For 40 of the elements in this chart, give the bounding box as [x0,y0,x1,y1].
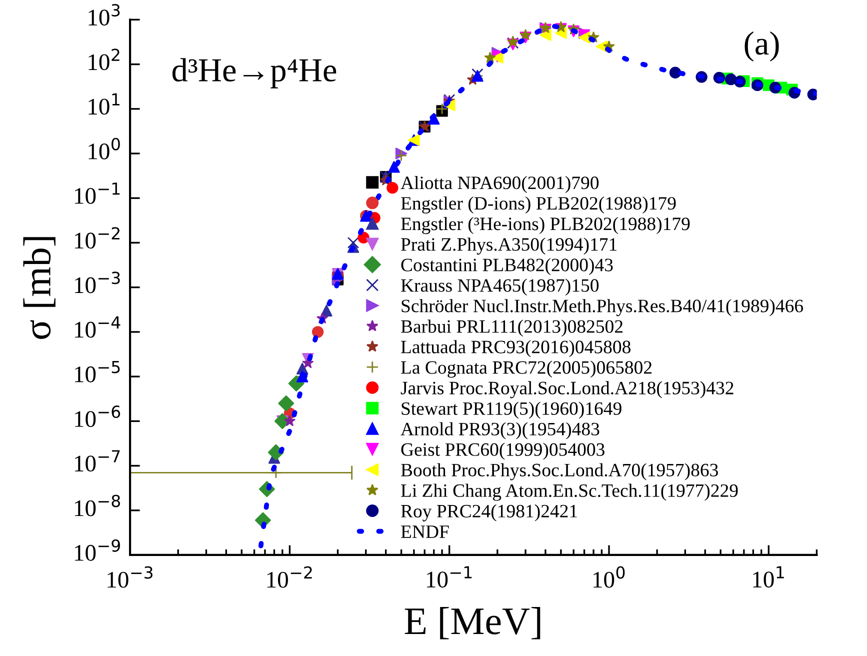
legend-label: Li Zhi Chang Atom.En.Sc.Tech.11(1977)229 [401,484,738,501]
legend-label: Aliotta NPA690(2001)790 [400,176,599,193]
y-tick-label: 10$^{−2}$ [75,227,120,249]
y-tick-label: 10$^{3}$ [88,4,120,26]
y-tick-label: 10$^{1}$ [88,93,120,115]
x-axis-title: E [MeV] [404,607,540,640]
legend-label: Arnold PR93(3)(1954)483 [400,422,600,440]
x-tick-label: 10$^{−1}$ [426,566,472,588]
legend-label: Engstler (D-ions) PLB202(1988)179 [401,196,676,214]
y-tick-label: 10$^{−9}$ [75,539,120,561]
y-tick-label: 10$^{−8}$ [75,494,120,516]
x-tick-label: 10$^{−2}$ [267,566,312,588]
legend-label: Barbui PRL111(2013)082502 [401,320,623,337]
legend-label: Booth Proc.Phys.Soc.Lond.A70(1957)863 [401,463,718,480]
x-tick-label: 10$^{−3}$ [108,566,152,588]
y-tick-label: 10$^{2}$ [88,48,120,70]
legend-label: Geist PRC60(1999)054003 [401,442,604,460]
y-axis-title: σ [mb] [23,237,56,339]
legend-label: La Cognata PRC72(2005)065802 [401,360,652,378]
y-tick-label: 10$^{−5}$ [75,361,120,382]
legend-label: Costantini PLB482(2000)43 [401,258,613,276]
annotation: (a) [744,31,779,62]
legend-label: Roy PRC24(1981)2421 [401,504,577,522]
legend-label: Prati Z.Phys.A350(1994)171 [401,238,617,255]
legend-label: Stewart PR119(5)(1960)1649 [402,402,622,419]
y-tick-label: 10$^{−4}$ [75,316,120,338]
y-tick-label: 10$^{−6}$ [75,406,120,428]
legend-label: Engstler (³He-ions) PLB202(1988)179 [401,217,690,234]
legend-label: Lattuada PRC93(2016)045808 [401,340,630,358]
legend-label: Schröder Nucl.Instr.Meth.Phys.Res.B40/41(1989)466 [402,299,804,316]
x-tick-label: 10$^{1}$ [753,566,784,588]
y-tick-label: 10$^{0}$ [88,138,120,160]
y-tick-label: 10$^{−3}$ [75,272,120,294]
annotation: d³He→p⁴He [172,58,336,88]
legend-label: ENDF [401,526,449,538]
y-tick-label: 10$^{−7}$ [75,450,120,472]
y-tick-label: 10$^{−1}$ [75,182,120,204]
x-tick-label: 10$^{0}$ [593,566,625,588]
legend-label: Krauss NPA465(1987)150 [401,278,599,296]
legend-label: Jarvis Proc.Royal.Soc.Lond.A218(1953)432 [400,381,734,398]
